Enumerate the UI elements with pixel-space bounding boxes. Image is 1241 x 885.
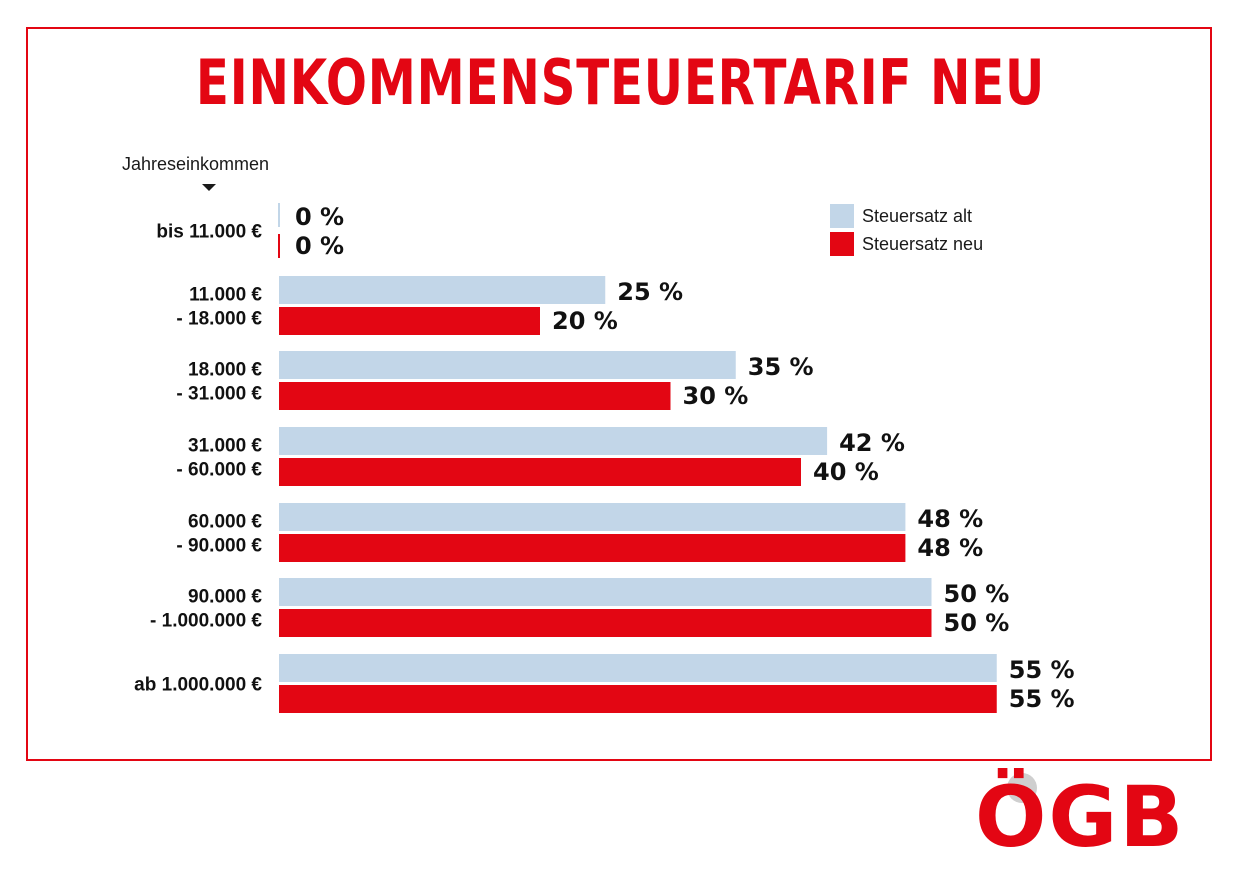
bar-old xyxy=(279,578,932,606)
bar-old xyxy=(278,203,280,227)
bar-old xyxy=(279,276,606,304)
bar-new xyxy=(279,382,671,410)
value-label-new: 48 % xyxy=(917,534,983,562)
legend-item-old: Steuersatz alt xyxy=(830,202,983,230)
bar-new xyxy=(279,685,997,713)
category-label: - 18.000 € xyxy=(176,309,262,330)
oegb-logo: ÖGB xyxy=(975,768,1205,866)
bar-old xyxy=(279,503,906,531)
category-label: 90.000 € xyxy=(188,587,262,608)
category-label: ab 1.000.000 € xyxy=(134,675,262,696)
category-label: - 31.000 € xyxy=(176,384,262,405)
bar-new xyxy=(279,458,801,486)
category-label: 18.000 € xyxy=(188,360,262,381)
bar-old xyxy=(279,427,828,455)
chart-frame xyxy=(26,27,1212,761)
legend-item-new: Steuersatz neu xyxy=(830,230,983,258)
value-label-old: 25 % xyxy=(617,278,683,306)
category-label: bis 11.000 € xyxy=(156,222,262,243)
bar-new xyxy=(279,307,540,335)
value-label-new: 40 % xyxy=(813,458,879,486)
legend-swatch-new xyxy=(830,232,854,256)
axis-title: Jahreseinkommen xyxy=(122,154,270,174)
value-label-new: 50 % xyxy=(944,609,1010,637)
value-label-old: 50 % xyxy=(944,580,1010,608)
category-label: 60.000 € xyxy=(188,512,262,533)
legend-label-old: Steuersatz alt xyxy=(862,205,973,226)
category-label: - 60.000 € xyxy=(176,460,262,481)
logo-dot xyxy=(1007,773,1037,803)
category-label: 31.000 € xyxy=(188,436,262,457)
value-label-old: 55 % xyxy=(1009,656,1075,684)
value-label-old: 48 % xyxy=(917,505,983,533)
chart-title: EINKOMMENSTEUERTARIF NEU xyxy=(195,46,1046,119)
bar-old xyxy=(279,654,997,682)
value-label-new: 20 % xyxy=(552,307,618,335)
logo-text: ÖGB xyxy=(975,768,1186,866)
legend-label-new: Steuersatz neu xyxy=(862,233,984,254)
legend-swatch-old xyxy=(830,204,854,228)
bar-old xyxy=(279,351,736,379)
value-label-new: 55 % xyxy=(1009,685,1075,713)
value-label-old: 0 % xyxy=(295,203,344,231)
bar-new xyxy=(278,234,280,258)
legend: Steuersatz alt Steuersatz neu xyxy=(830,202,983,258)
value-label-new: 0 % xyxy=(295,232,344,260)
arrow-down-icon xyxy=(202,184,216,191)
value-label-old: 35 % xyxy=(748,353,814,381)
category-label: - 90.000 € xyxy=(176,536,262,557)
value-label-old: 42 % xyxy=(839,429,905,457)
category-label: - 1.000.000 € xyxy=(150,611,262,632)
category-label: 11.000 € xyxy=(189,285,262,306)
bar-new xyxy=(279,609,932,637)
value-label-new: 30 % xyxy=(683,382,749,410)
bar-new xyxy=(279,534,906,562)
